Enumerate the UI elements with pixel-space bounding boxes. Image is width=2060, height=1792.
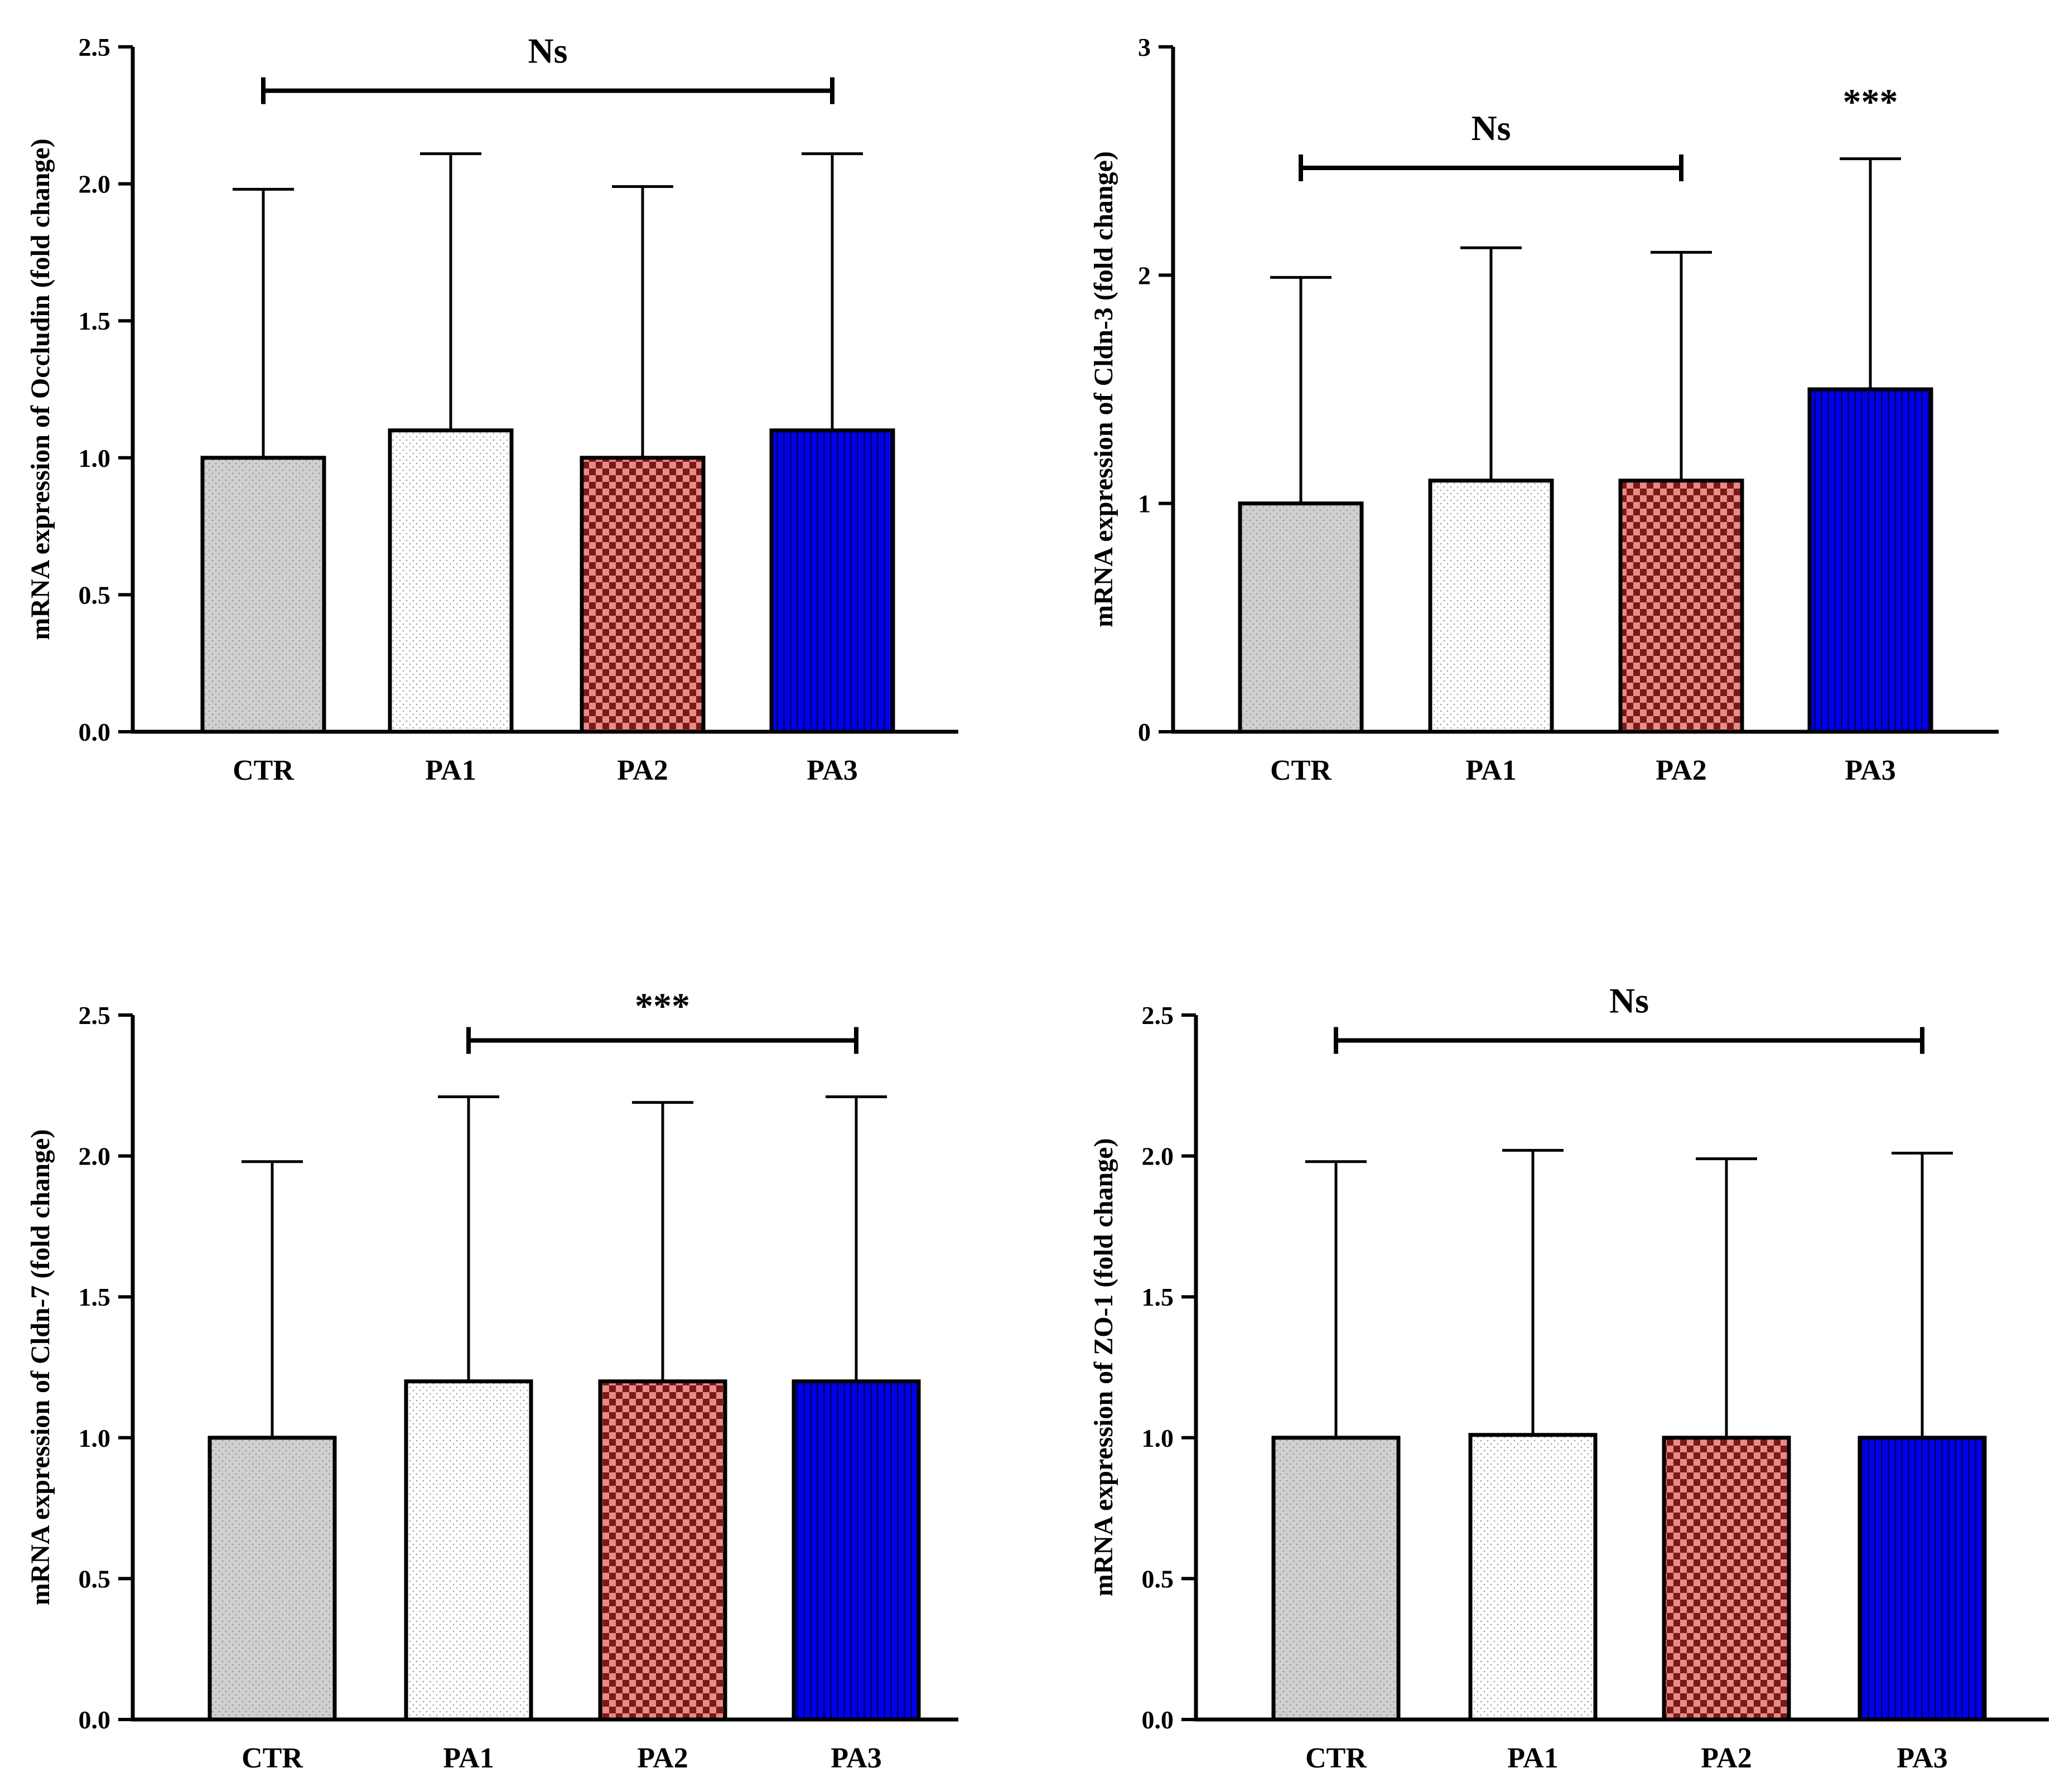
- significance-stars: ***: [635, 986, 690, 1026]
- bar-pa2: [598, 1379, 727, 1722]
- bar-pa1: [388, 428, 514, 734]
- significance-stars: ***: [1843, 81, 1898, 122]
- x-tick-label: PA3: [831, 1742, 881, 1774]
- bar-ctr: [200, 456, 326, 734]
- y-axis-label: mRNA expression of Cldn-3 (fold change): [1089, 151, 1118, 627]
- y-tick-label: 1.5: [1142, 1283, 1174, 1311]
- x-tick-label: CTR: [1270, 755, 1332, 786]
- bar-pa3: [792, 1379, 921, 1722]
- x-tick-label: PA3: [807, 755, 857, 786]
- chart-panel-3: CTR PA1 PA2 PA3 0.0 0.5 1.0 1.5 2.0 2.5 mRNA expre…: [1089, 980, 2049, 1774]
- bar-pa2: [580, 456, 706, 734]
- x-tick-label: PA1: [443, 1742, 494, 1774]
- significance-label: Ns: [1471, 108, 1511, 148]
- y-tick-label: 0.5: [79, 1564, 111, 1593]
- y-tick-label: 2.0: [79, 1142, 111, 1171]
- bar-pa1: [1428, 479, 1554, 734]
- chart-panel-0: CTR PA1 PA2 PA3 0.0 0.5 1.0 1.5 2.0 2.5 mRNA expre…: [26, 31, 958, 786]
- y-tick-label: 2.0: [79, 170, 111, 199]
- bar-pa1: [404, 1379, 533, 1722]
- x-tick-label: PA1: [1465, 755, 1516, 786]
- bar-pa3: [1858, 1436, 1987, 1722]
- y-tick-label: 0.5: [79, 581, 111, 609]
- x-tick-label: PA2: [617, 755, 668, 786]
- bar-ctr: [1271, 1436, 1401, 1722]
- significance-label: Ns: [1609, 980, 1649, 1020]
- y-tick-label: 0.0: [79, 718, 111, 746]
- x-tick-label: PA2: [1656, 755, 1706, 786]
- y-tick-label: 0.0: [79, 1706, 111, 1734]
- y-axis-label: mRNA expression of ZO-1 (fold change): [1089, 1138, 1118, 1597]
- y-tick-label: 0.5: [1142, 1564, 1174, 1593]
- x-tick-label: PA2: [1701, 1742, 1752, 1774]
- y-tick-label: 1.0: [79, 1424, 111, 1452]
- y-tick-label: 1.0: [79, 444, 111, 472]
- y-tick-label: 1.5: [79, 307, 111, 335]
- bar-pa2: [1618, 479, 1744, 734]
- y-tick-label: 1.0: [1142, 1424, 1174, 1452]
- x-tick-label: CTR: [242, 1742, 303, 1774]
- y-tick-label: 2: [1138, 261, 1151, 289]
- bar-pa3: [1807, 387, 1933, 734]
- bar-ctr: [208, 1436, 337, 1722]
- y-axis-label: mRNA expression of Cldn-7 (fold change): [26, 1129, 55, 1606]
- y-tick-label: 2.5: [79, 33, 111, 61]
- y-tick-label: 0.0: [1142, 1706, 1174, 1734]
- y-tick-label: 1.5: [79, 1283, 111, 1311]
- y-tick-label: 3: [1138, 33, 1151, 61]
- y-axis-label: mRNA expression of Occludin (fold change…: [26, 138, 55, 640]
- chart-panel-1: CTR PA1 PA2 PA3 0 1 2 3 mRNA expression of Cldn-…: [1089, 33, 1999, 786]
- x-tick-label: CTR: [233, 755, 295, 786]
- x-tick-label: CTR: [1305, 1742, 1367, 1774]
- y-tick-label: 2.0: [1142, 1142, 1174, 1171]
- significance-label: Ns: [528, 31, 567, 71]
- x-tick-label: PA3: [1897, 1742, 1947, 1774]
- x-tick-label: PA3: [1845, 755, 1895, 786]
- bar-pa1: [1468, 1433, 1598, 1722]
- bar-pa3: [769, 428, 895, 734]
- x-tick-label: PA2: [637, 1742, 688, 1774]
- y-tick-label: 1: [1138, 490, 1151, 518]
- y-tick-label: 0: [1138, 718, 1151, 746]
- y-tick-label: 2.5: [1142, 1001, 1174, 1030]
- y-tick-label: 2.5: [79, 1001, 111, 1030]
- x-tick-label: PA1: [1507, 1742, 1558, 1774]
- x-tick-label: PA1: [425, 755, 476, 786]
- chart-panel-2: CTR PA1 PA2 PA3 0.0 0.5 1.0 1.5 2.0 2.5 mRNA expre…: [26, 986, 958, 1774]
- bar-ctr: [1238, 501, 1364, 734]
- bar-pa2: [1662, 1436, 1791, 1722]
